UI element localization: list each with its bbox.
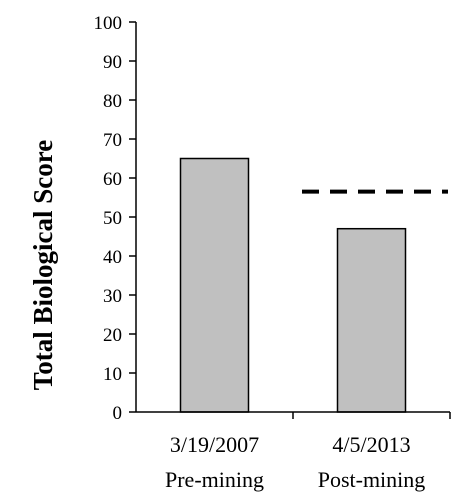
y-tick-label: 70	[103, 130, 122, 151]
x-category-sublabel: Pre-mining	[165, 467, 264, 492]
bars	[179, 157, 407, 413]
y-tick-label: 0	[113, 403, 123, 424]
x-axis-ticks	[292, 412, 451, 419]
y-tick-label: 80	[103, 91, 122, 112]
y-tick-label: 40	[103, 247, 122, 268]
y-tick-label: 60	[103, 169, 122, 190]
x-category-label: 3/19/2007	[170, 432, 259, 457]
x-category-label: 4/5/2013	[332, 432, 410, 457]
bar	[179, 157, 250, 413]
x-category-sublabel: Post-mining	[318, 467, 426, 492]
y-tick-label: 100	[94, 13, 123, 34]
x-axis-labels: 3/19/2007 Pre-mining 4/5/2013 Post-mining	[165, 432, 425, 492]
y-tick-label: 50	[103, 208, 122, 229]
y-tick-label: 30	[103, 286, 122, 307]
y-axis-label: Total Biological Score	[28, 140, 58, 391]
y-tick-label: 10	[103, 364, 122, 385]
bar	[336, 227, 407, 413]
y-axis-ticks: 0 10 20 30 40 50 60 70 80 90 100	[94, 13, 136, 424]
y-tick-label: 90	[103, 52, 122, 73]
y-tick-label: 20	[103, 325, 122, 346]
